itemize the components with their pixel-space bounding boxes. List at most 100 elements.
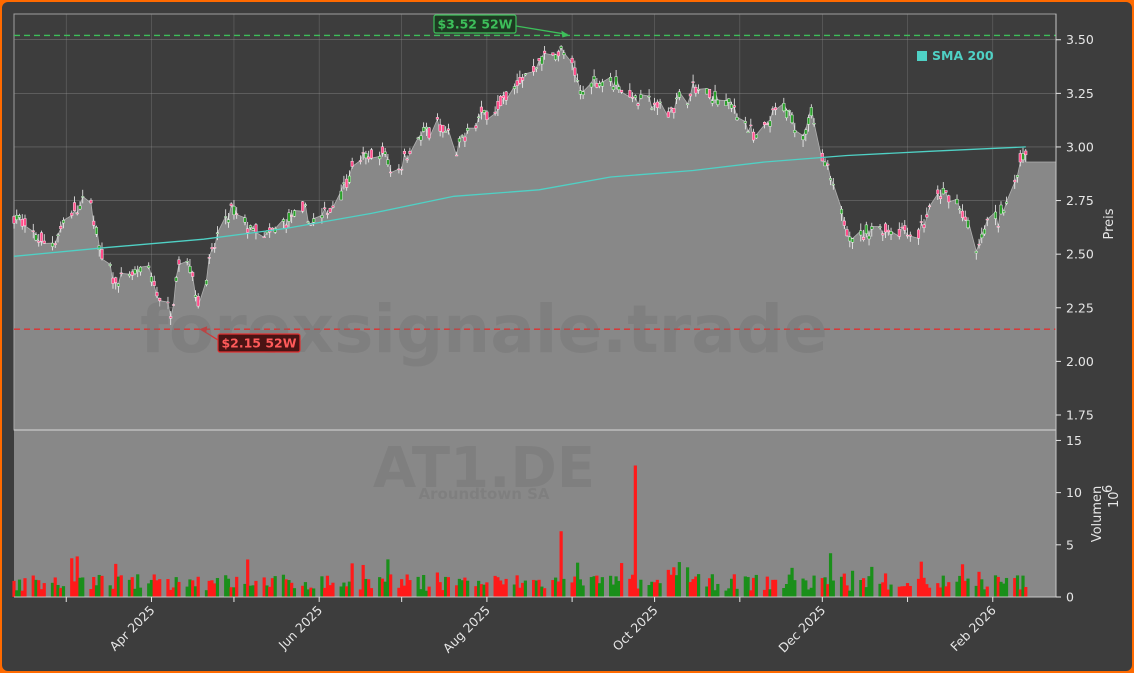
volume-bar (867, 576, 871, 597)
candle-body (457, 138, 461, 143)
candle-body (881, 233, 885, 236)
candle-body (177, 259, 181, 265)
candle-body (559, 46, 563, 49)
date-tick-label: Jun 2025 (275, 603, 325, 653)
volume-bar (839, 576, 844, 597)
volume-bar (916, 578, 921, 597)
candle-body (455, 154, 459, 157)
candle-body (323, 207, 327, 210)
candle-body (485, 111, 489, 120)
volume-bar (861, 578, 866, 597)
volume-bar (845, 585, 849, 597)
volume-bar (114, 563, 118, 597)
volume-bar (900, 586, 904, 597)
candle-body (56, 234, 60, 237)
candle-body (842, 220, 846, 226)
volume-bar (243, 583, 247, 597)
candle-body (925, 214, 929, 218)
sma-200-line (13, 146, 1026, 257)
volume-bar (936, 583, 940, 597)
volume-bar (652, 582, 657, 597)
candle-body (400, 168, 404, 171)
candle-body (270, 227, 274, 230)
volume-bar (512, 584, 516, 597)
volume-bar (246, 559, 250, 597)
volume-bar (897, 586, 901, 597)
volume-bar (773, 579, 778, 597)
volume-bar (850, 570, 855, 597)
date-tick-label: Aug 2025 (440, 603, 493, 656)
candle-body (947, 195, 951, 203)
candle-body (999, 204, 1003, 215)
candle-body (235, 213, 239, 215)
volume-bar (985, 586, 989, 597)
candle-body (906, 234, 910, 237)
candle-body (1018, 153, 1022, 163)
volume-bar (999, 581, 1003, 597)
volume-bar (191, 580, 195, 597)
volume-bar (864, 587, 868, 597)
candle-body (482, 110, 486, 113)
volume-bar (592, 576, 596, 597)
volume-bar (556, 581, 560, 597)
watermark-company: Aroundtown SA (418, 485, 549, 503)
volume-bar (158, 579, 162, 597)
volume-bar (290, 582, 294, 597)
volume-bar (614, 576, 618, 597)
volume-bar (422, 574, 426, 597)
candle-body (782, 103, 786, 112)
volume-bar (254, 580, 258, 597)
volume-bar (59, 587, 63, 597)
candle-body (732, 105, 736, 108)
candle-body (774, 107, 778, 111)
date-tick-label: Feb 2026 (947, 602, 999, 654)
volume-bar (309, 587, 313, 597)
volume-bar (50, 582, 55, 597)
watermark-text: forexsignale.trade (140, 291, 828, 368)
volume-bar (136, 574, 140, 597)
candle-body (397, 168, 401, 171)
candle-body (908, 234, 912, 237)
candle-body (127, 274, 131, 277)
candle-body (210, 247, 214, 250)
candle-body (983, 228, 987, 235)
candle-body (534, 67, 538, 69)
candle-body (600, 81, 604, 87)
candle-body (812, 122, 816, 125)
candle-body (809, 107, 813, 116)
candle-body (116, 283, 120, 287)
volume-bar (724, 590, 728, 597)
volume-bar (323, 587, 327, 597)
candle-body (620, 89, 624, 93)
candle-body (705, 88, 709, 95)
volume-bar (78, 577, 82, 597)
volume-bar (944, 586, 948, 597)
candle-body (226, 219, 230, 223)
candle-body (884, 223, 888, 233)
volume-bar (378, 577, 382, 597)
candle-body (174, 277, 178, 282)
candle-body (765, 123, 769, 125)
volume-bar (400, 579, 404, 597)
volume-bar (639, 579, 643, 597)
candle-body (966, 220, 970, 228)
candle-body (771, 108, 775, 111)
volume-bar (540, 586, 544, 597)
volume-bar (1015, 575, 1020, 597)
candle-body (961, 210, 965, 218)
volume-bar (108, 585, 112, 597)
price-tick-label: 3.25 (1066, 86, 1094, 101)
date-tick-label: Dec 2025 (775, 603, 828, 656)
candle-body (672, 107, 676, 113)
candle-body (754, 134, 758, 139)
candle-body (361, 152, 365, 154)
volume-bar (419, 589, 423, 597)
volume-bar (578, 579, 582, 597)
candle-body (386, 159, 390, 165)
candle-body (287, 212, 291, 222)
volume-bar (504, 578, 508, 597)
candle-body (727, 98, 731, 103)
candle-body (655, 101, 659, 108)
candle-body (963, 216, 967, 221)
candle-body (369, 149, 373, 159)
